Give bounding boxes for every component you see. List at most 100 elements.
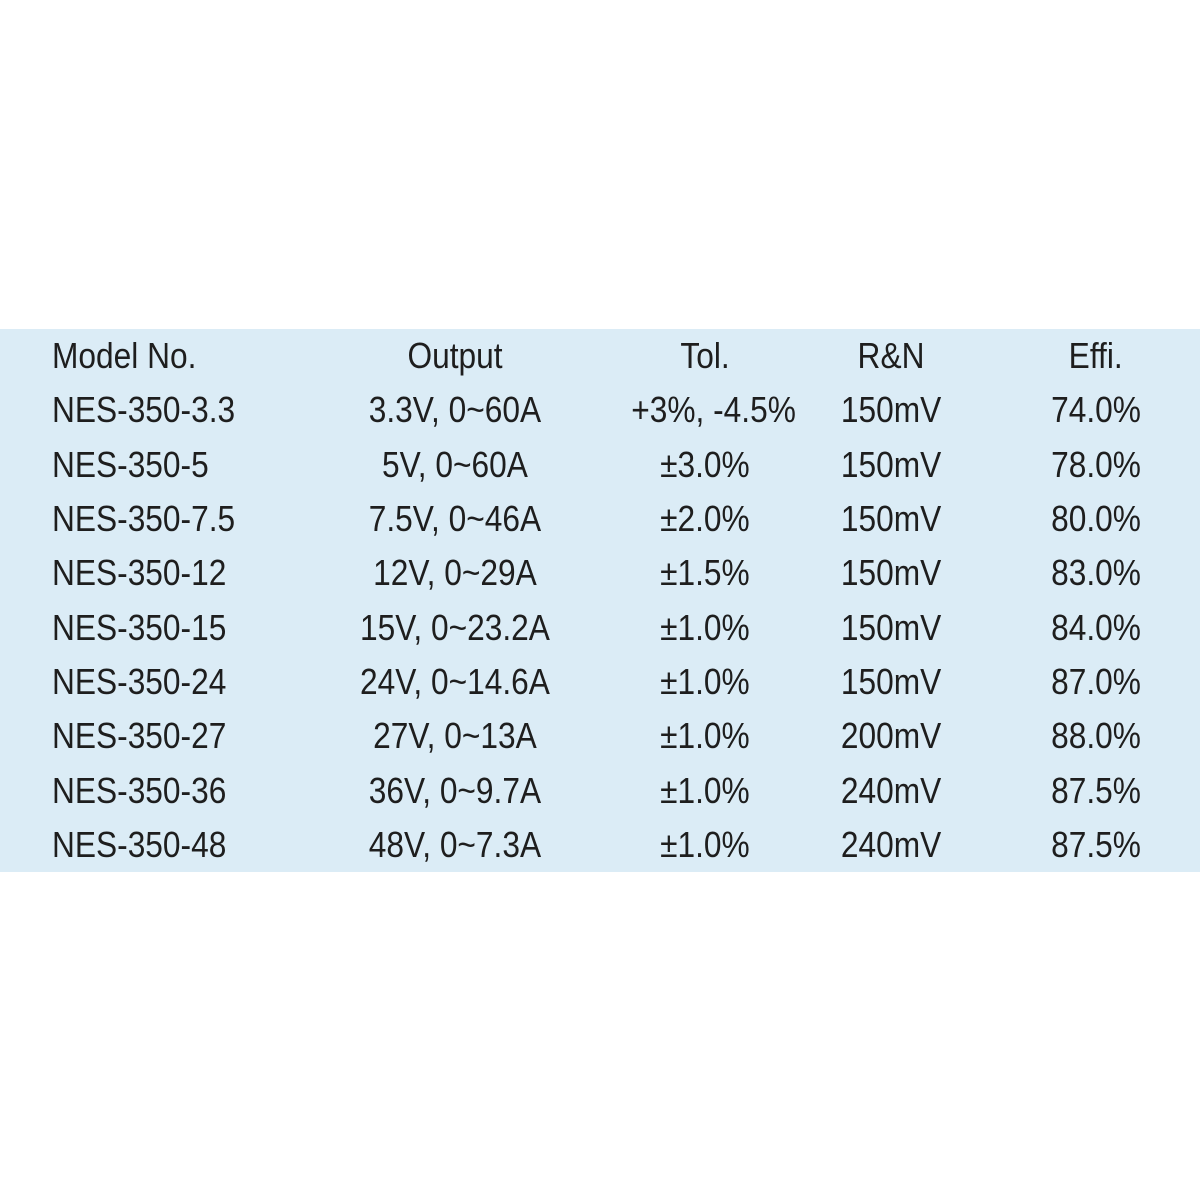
cell-effi: 84.0% <box>992 606 1200 648</box>
table-row: NES-350-5 5V, 0~60A ±3.0% 150mV 78.0% <box>0 438 1200 492</box>
header-label-tol: Tol. <box>680 335 730 377</box>
header-cell-effi: Effi. <box>992 338 1200 374</box>
value-output: 3.3V, 0~60A <box>368 389 542 431</box>
cell-tol: ±1.0% <box>620 609 790 646</box>
cell-tol: ±3.0% <box>620 443 790 485</box>
value-model: NES-350-48 <box>52 823 227 865</box>
value-effi: 88.0% <box>1051 715 1141 757</box>
cell-tol: ±1.0% <box>620 769 790 811</box>
cell-rn: 240mV <box>790 769 992 811</box>
value-rn: 150mV <box>840 660 942 702</box>
cell-rn: 200mV <box>790 718 992 754</box>
value-rn: 150mV <box>840 389 942 431</box>
cell-tol: ±1.0% <box>620 718 790 754</box>
cell-model: NES-350-36 <box>0 769 290 811</box>
cell-tol: +3%, -4.5% <box>620 392 796 428</box>
value-rn: 200mV <box>840 715 942 757</box>
cell-rn: 240mV <box>790 823 992 865</box>
table-row: NES-350-12 12V, 0~29A ±1.5% 150mV 83.0% <box>0 546 1200 600</box>
cell-effi: 88.0% <box>992 718 1200 754</box>
cell-rn: 150mV <box>790 443 992 485</box>
value-effi: 78.0% <box>1051 443 1141 485</box>
value-output: 12V, 0~29A <box>373 552 537 594</box>
value-effi: 80.0% <box>1051 498 1141 540</box>
cell-effi: 87.5% <box>992 823 1200 865</box>
table-row: NES-350-7.5 7.5V, 0~46A ±2.0% 150mV 80.0% <box>0 492 1200 546</box>
cell-effi: 78.0% <box>992 443 1200 485</box>
cell-model: NES-350-7.5 <box>0 501 290 537</box>
value-tol: ±1.0% <box>660 823 750 865</box>
value-rn: 150mV <box>840 498 942 540</box>
value-rn: 150mV <box>840 443 942 485</box>
value-model: NES-350-15 <box>52 606 227 648</box>
cell-output: 7.5V, 0~46A <box>290 501 620 537</box>
value-output: 36V, 0~9.7A <box>368 769 542 811</box>
header-cell-model: Model No. <box>0 338 290 374</box>
value-output: 5V, 0~60A <box>382 443 528 485</box>
value-model: NES-350-27 <box>52 715 227 757</box>
value-rn: 150mV <box>840 606 942 648</box>
cell-model: NES-350-12 <box>0 555 290 591</box>
value-model: NES-350-24 <box>52 660 227 702</box>
cell-model: NES-350-5 <box>0 443 290 485</box>
value-tol: ±1.0% <box>660 660 750 702</box>
table-header-row: Model No. Output Tol. R&N Effi. <box>0 329 1200 383</box>
header-cell-tol: Tol. <box>620 338 790 374</box>
value-output: 48V, 0~7.3A <box>368 823 542 865</box>
cell-effi: 74.0% <box>992 392 1200 428</box>
cell-effi: 87.0% <box>992 663 1200 700</box>
table-row: NES-350-15 15V, 0~23.2A ±1.0% 150mV 84.0% <box>0 600 1200 654</box>
value-tol: ±2.0% <box>660 498 750 540</box>
cell-output: 5V, 0~60A <box>290 443 620 485</box>
value-tol: ±1.0% <box>660 769 750 811</box>
table-row: NES-350-27 27V, 0~13A ±1.0% 200mV 88.0% <box>0 709 1200 763</box>
value-rn: 150mV <box>840 552 942 594</box>
value-tol: ±1.5% <box>660 552 750 594</box>
cell-model: NES-350-48 <box>0 823 290 865</box>
value-effi: 84.0% <box>1051 606 1141 648</box>
cell-rn: 150mV <box>790 606 992 648</box>
value-tol: +3%, -4.5% <box>631 389 796 431</box>
value-rn: 240mV <box>840 769 942 811</box>
header-cell-output: Output <box>290 338 620 374</box>
value-effi: 87.5% <box>1051 769 1141 811</box>
value-output: 27V, 0~13A <box>373 715 537 757</box>
value-tol: ±1.0% <box>660 715 750 757</box>
spec-table: Model No. Output Tol. R&N Effi. NES-350-3.3 3… <box>0 329 1200 872</box>
cell-tol: ±1.0% <box>620 823 790 865</box>
cell-effi: 80.0% <box>992 501 1200 537</box>
cell-tol: ±1.5% <box>620 555 790 591</box>
cell-output: 27V, 0~13A <box>290 718 620 754</box>
value-model: NES-350-7.5 <box>52 498 236 540</box>
cell-rn: 150mV <box>790 660 992 702</box>
value-output: 15V, 0~23.2A <box>360 606 550 648</box>
cell-rn: 150mV <box>790 501 992 537</box>
cell-output: 12V, 0~29A <box>290 555 620 591</box>
value-model: NES-350-12 <box>52 552 227 594</box>
value-effi: 74.0% <box>1051 389 1141 431</box>
table-row: NES-350-3.3 3.3V, 0~60A +3%, -4.5% 150mV 74.… <box>0 383 1200 437</box>
header-label-effi: Effi. <box>1068 335 1124 377</box>
header-label-rn: R&N <box>857 335 925 377</box>
header-label-model: Model No. <box>52 335 197 377</box>
cell-tol: ±2.0% <box>620 501 790 537</box>
value-model: NES-350-36 <box>52 769 227 811</box>
value-rn: 240mV <box>840 823 942 865</box>
cell-output: 3.3V, 0~60A <box>290 392 620 428</box>
value-model: NES-350-5 <box>52 443 209 485</box>
cell-rn: 150mV <box>790 555 992 591</box>
cell-effi: 83.0% <box>992 555 1200 591</box>
table-row: NES-350-48 48V, 0~7.3A ±1.0% 240mV 87.5% <box>0 818 1200 872</box>
table-row: NES-350-24 24V, 0~14.6A ±1.0% 150mV 87.0% <box>0 655 1200 709</box>
header-cell-rn: R&N <box>790 338 992 374</box>
cell-model: NES-350-27 <box>0 718 290 754</box>
value-tol: ±3.0% <box>660 443 750 485</box>
value-output: 24V, 0~14.6A <box>360 660 550 702</box>
value-effi: 87.5% <box>1051 823 1141 865</box>
cell-model: NES-350-15 <box>0 606 290 648</box>
cell-tol: ±1.0% <box>620 660 790 702</box>
cell-effi: 87.5% <box>992 769 1200 811</box>
value-effi: 83.0% <box>1051 552 1141 594</box>
cell-rn: 150mV <box>790 392 992 428</box>
